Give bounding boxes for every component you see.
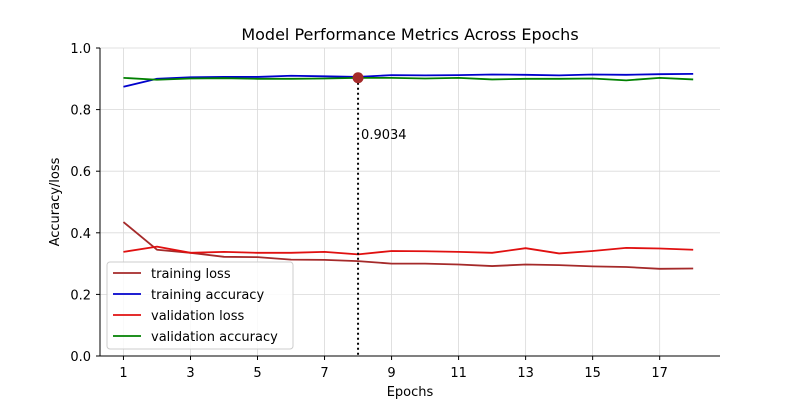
x-tick-label: 7 [320,366,328,381]
y-tick-label: 0.2 [70,288,91,303]
axes [99,48,720,357]
x-tick-label: 5 [253,366,261,381]
x-axis-label: Epochs [387,385,434,400]
series-line-validation-loss [123,245,694,256]
legend-label-validation-loss: validation loss [151,309,244,324]
x-tick-label: 17 [651,366,668,381]
series-line-training-loss [122,221,694,270]
series-line-training-accuracy [123,72,694,88]
legend-label-training-accuracy: training accuracy [151,288,264,303]
x-tick-label: 15 [584,366,601,381]
series-line-validation-accuracy [123,76,694,82]
y-tick-label: 0.4 [70,227,91,242]
y-tick-label: 0.6 [70,165,91,180]
x-ticks: 1 3 5 7 9 11 13 15 17 [119,356,668,381]
y-tick-label: 0.0 [70,350,91,365]
x-tick-label: 1 [119,366,127,381]
x-tick-label: 3 [186,366,194,381]
y-axis-label: Accuracy/loss [48,157,63,246]
y-tick-label: 1.0 [70,42,91,57]
legend: training loss training accuracy validation… [106,261,294,350]
legend-box [106,261,294,350]
x-tick-label: 13 [517,366,534,381]
legend-label-training-loss: training loss [151,267,231,282]
y-ticks: 0.0 0.2 0.4 0.6 0.8 1.0 [70,42,100,365]
highlight-label: 0.9034 [361,128,407,143]
legend-label-validation-accuracy: validation accuracy [151,330,278,345]
series-layer [122,72,694,270]
y-tick-label: 0.8 [70,104,91,119]
highlight-marker [352,72,364,84]
x-tick-label: 11 [450,366,467,381]
x-tick-label: 9 [387,366,395,381]
highlight-layer: 0.9034 [352,72,407,356]
chart-title: Model Performance Metrics Across Epochs [241,25,578,44]
